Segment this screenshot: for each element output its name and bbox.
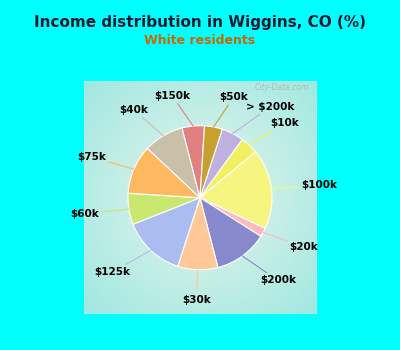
Text: > $200k: > $200k <box>233 102 295 134</box>
Text: $30k: $30k <box>182 270 211 305</box>
Text: $60k: $60k <box>70 209 129 219</box>
Wedge shape <box>200 198 265 236</box>
Wedge shape <box>200 129 242 198</box>
Wedge shape <box>200 126 222 198</box>
Wedge shape <box>200 152 272 229</box>
Wedge shape <box>128 148 200 198</box>
Text: City-Data.com: City-Data.com <box>254 83 308 92</box>
Wedge shape <box>182 126 204 198</box>
Text: $200k: $200k <box>242 256 296 286</box>
Text: White residents: White residents <box>144 34 256 47</box>
Wedge shape <box>178 198 218 270</box>
Text: $10k: $10k <box>249 118 299 145</box>
Text: $40k: $40k <box>119 105 163 136</box>
Text: $150k: $150k <box>154 91 193 126</box>
Wedge shape <box>133 198 200 266</box>
Text: $75k: $75k <box>77 152 134 169</box>
Text: $20k: $20k <box>263 232 318 252</box>
Wedge shape <box>128 193 200 224</box>
Wedge shape <box>148 128 200 198</box>
Text: Income distribution in Wiggins, CO (%): Income distribution in Wiggins, CO (%) <box>34 15 366 30</box>
Text: $50k: $50k <box>214 92 248 127</box>
Wedge shape <box>200 139 256 198</box>
Text: $100k: $100k <box>272 180 338 190</box>
Wedge shape <box>200 198 261 267</box>
Text: $125k: $125k <box>94 250 151 277</box>
